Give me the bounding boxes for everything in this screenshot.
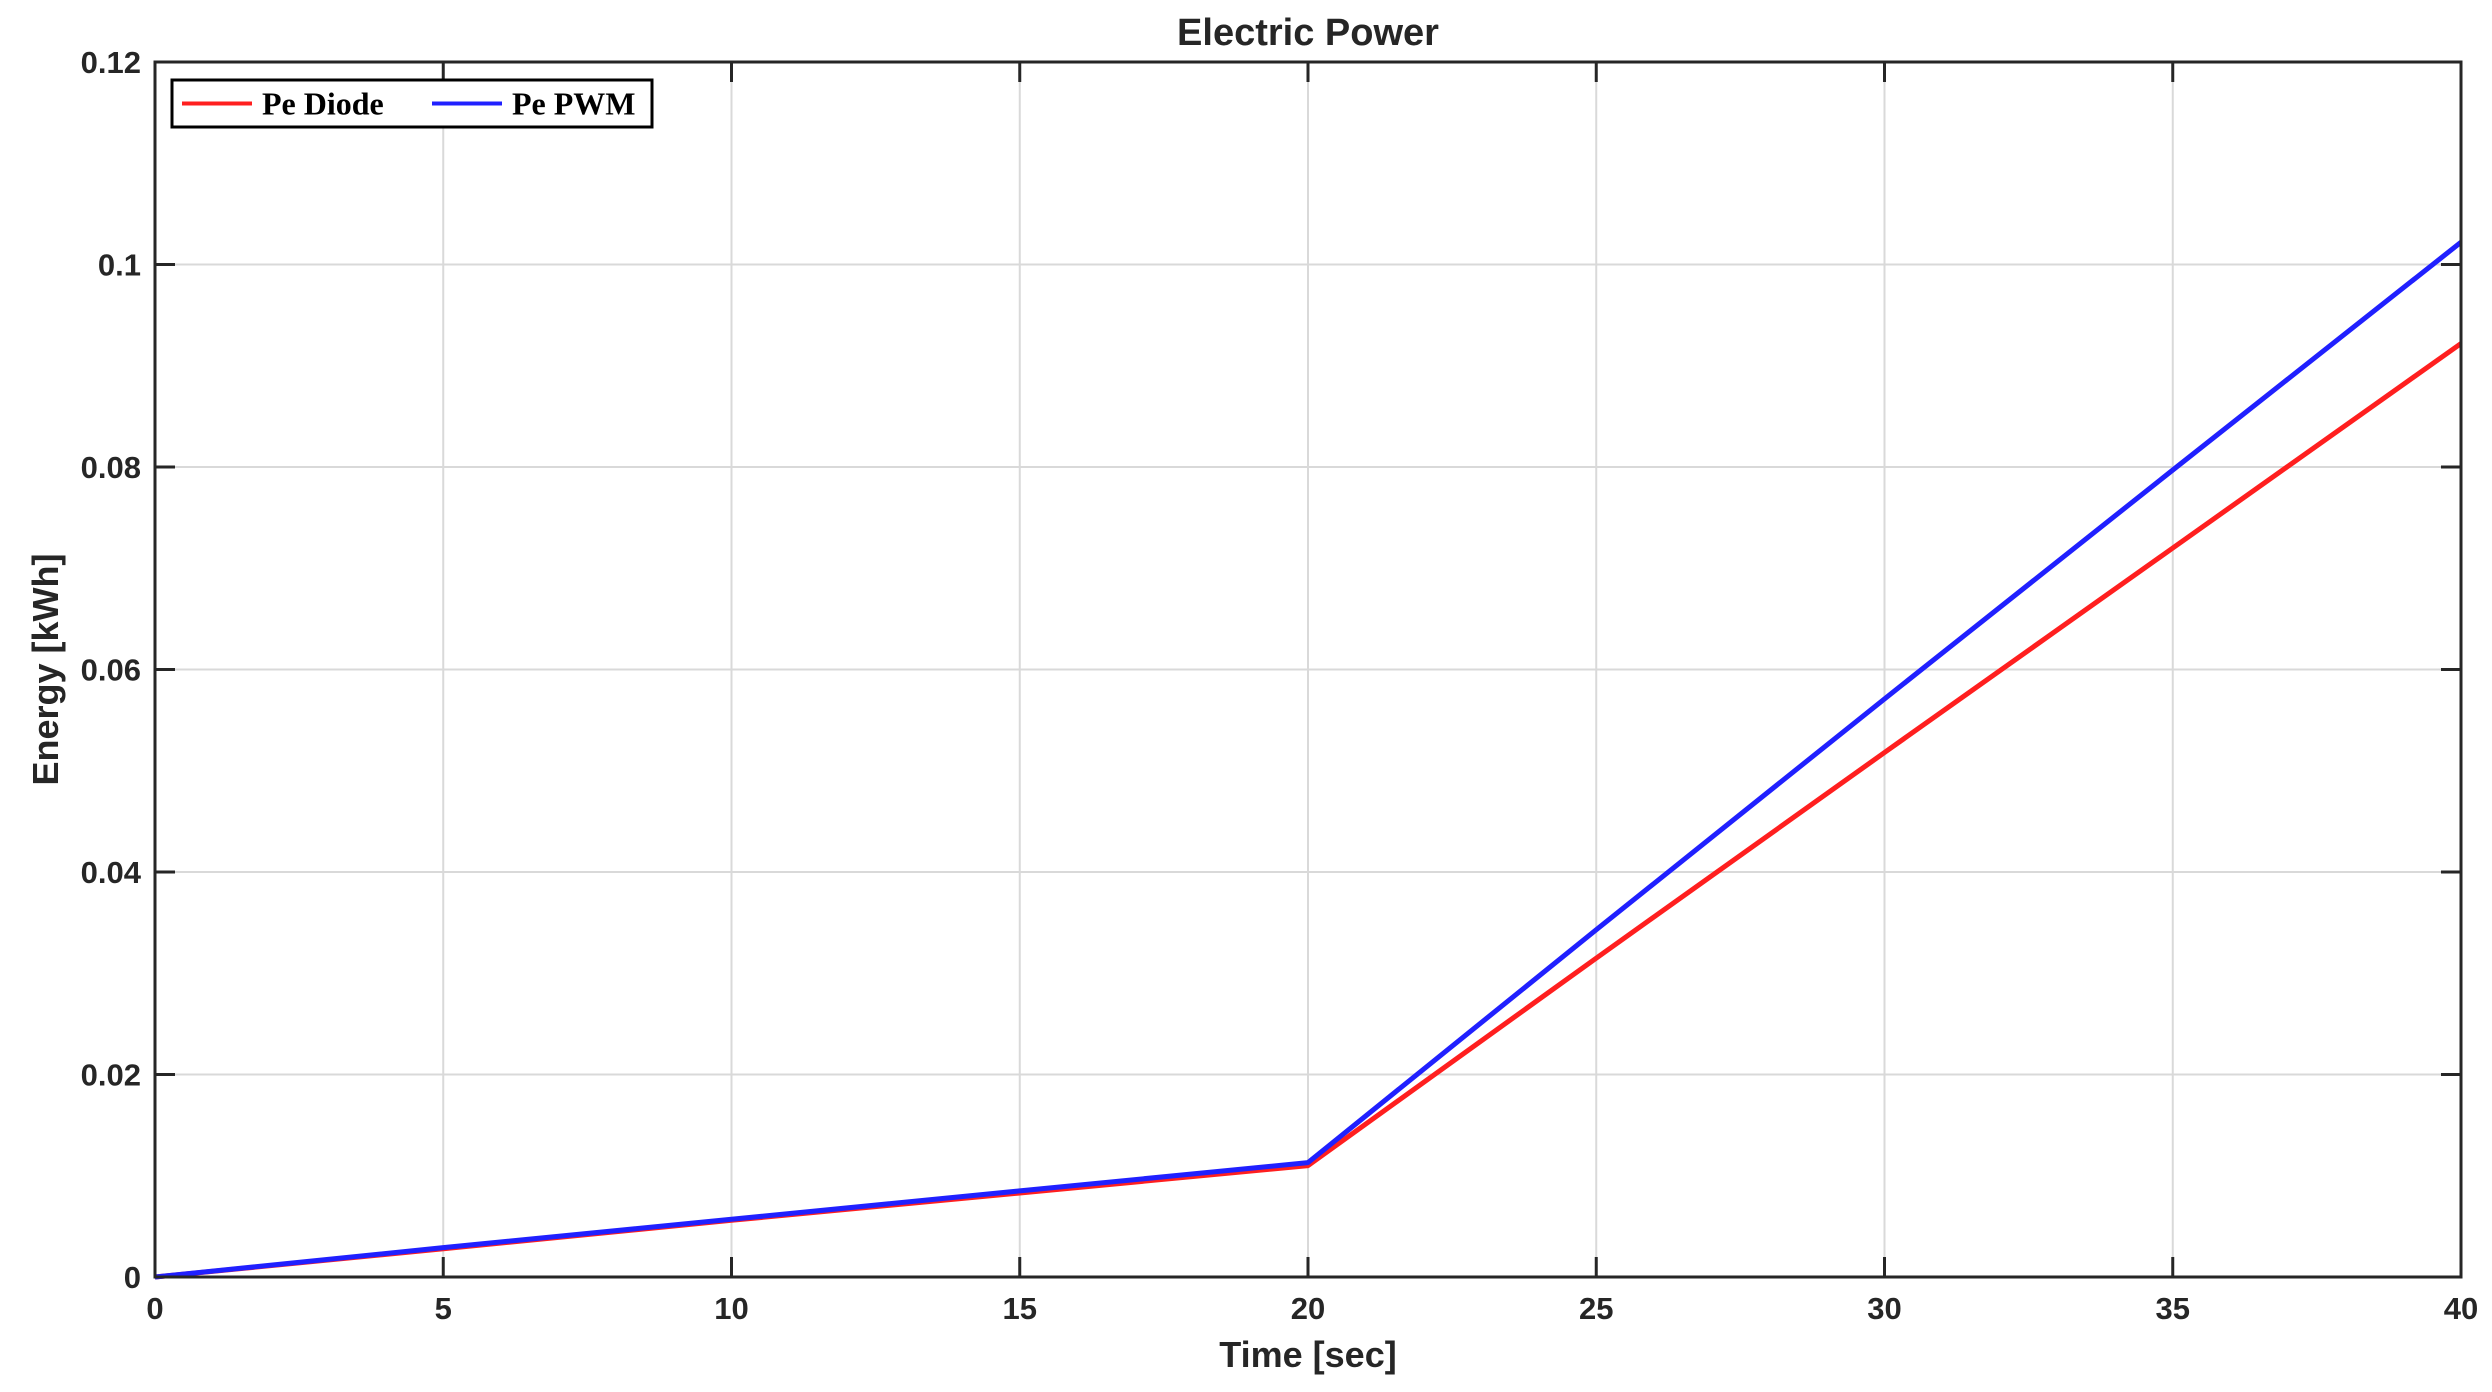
x-tick-labels: 0 5 10 15 20 25 30 35 40: [146, 1291, 2478, 1326]
x-tick-label: 0: [146, 1291, 163, 1326]
y-tick-label: 0.12: [81, 45, 141, 80]
x-tick-label: 10: [714, 1291, 748, 1326]
y-tick-label: 0.06: [81, 653, 141, 688]
x-tick-label: 40: [2444, 1291, 2478, 1326]
y-tick-label: 0.04: [81, 855, 142, 890]
x-tick-label: 25: [1579, 1291, 1613, 1326]
series-lines: [154, 240, 2463, 1280]
x-tick-label: 20: [1291, 1291, 1325, 1326]
y-tick-label: 0: [124, 1260, 141, 1295]
y-tick-label: 0.02: [81, 1058, 141, 1093]
x-tick-label: 35: [2156, 1291, 2190, 1326]
y-tick-label: 0.1: [98, 248, 141, 283]
legend: Pe Diode Pe PWM: [170, 78, 654, 129]
chart-title: Electric Power: [1177, 12, 1439, 54]
x-tick-label: 5: [435, 1291, 452, 1326]
x-tick-label: 30: [1867, 1291, 1901, 1326]
axis-ticks: [153, 60, 2463, 1279]
y-tick-labels: 0 0.02 0.04 0.06 0.08 0.1 0.12: [81, 45, 142, 1295]
legend-entry-pe-pwm: Pe PWM: [512, 86, 636, 122]
grid: [155, 62, 2461, 1277]
legend-entry-pe-diode: Pe Diode: [262, 86, 384, 122]
x-axis-label: Time [sec]: [1219, 1334, 1396, 1375]
y-tick-label: 0.08: [81, 450, 141, 485]
x-tick-label: 15: [1003, 1291, 1037, 1326]
y-axis-label: Energy [kWh]: [25, 553, 66, 785]
series-line-pe-pwm: [154, 240, 2463, 1280]
